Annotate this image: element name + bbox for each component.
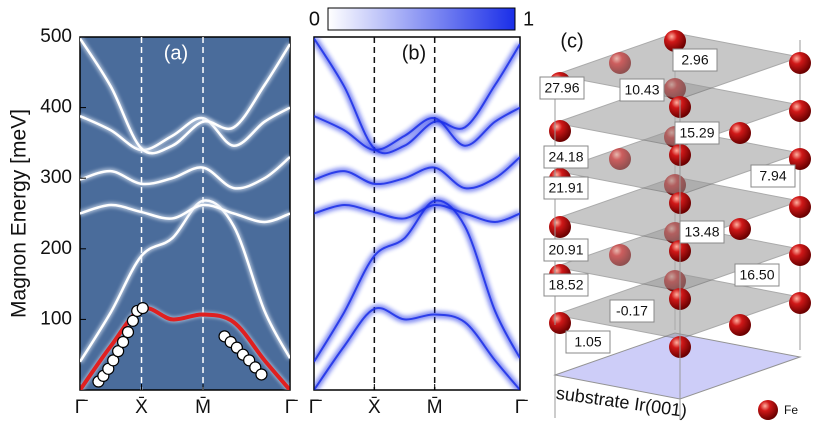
x-tick-label: M̄ — [195, 397, 211, 418]
coupling-box — [734, 263, 780, 287]
legend-label: Fe — [784, 403, 798, 417]
experimental-point — [126, 314, 139, 327]
experimental-point — [136, 302, 149, 315]
y-tick-label: 100 — [40, 308, 72, 329]
legend-atom — [758, 400, 778, 420]
coupling-label: 27.96 — [544, 80, 579, 96]
x-tick-label: X̄ — [368, 397, 381, 418]
coupling-box — [609, 299, 655, 323]
coupling-label: 24.18 — [548, 149, 583, 165]
coupling-box — [565, 330, 611, 354]
band — [314, 306, 520, 390]
fe-atom — [609, 244, 631, 266]
experimental-point — [116, 335, 130, 349]
x-tick-label: M̄ — [427, 397, 443, 418]
fe-atom — [729, 218, 751, 240]
y-tick-label: 200 — [40, 238, 72, 259]
fe-atom — [729, 122, 751, 144]
coupling-label: 15.29 — [679, 125, 714, 141]
coupling-box — [672, 48, 718, 72]
fe-atom — [549, 120, 571, 142]
band — [80, 203, 290, 224]
y-tick-label: 400 — [40, 97, 72, 118]
coupling-label: 10.43 — [624, 82, 659, 98]
x-tick-label: Γ̄ — [309, 397, 322, 418]
fe-atom — [789, 244, 811, 266]
experimental-point — [112, 345, 125, 358]
coupling-box — [750, 164, 796, 188]
coupling-label: 2.96 — [681, 52, 708, 68]
band — [80, 199, 290, 363]
coupling-box — [543, 176, 589, 200]
colorbar-tick-label: 1 — [523, 8, 534, 30]
coupling-box — [674, 121, 720, 145]
band — [314, 156, 520, 190]
coupling-box — [679, 220, 725, 244]
experimental-point — [255, 368, 268, 381]
fe-atom — [609, 148, 631, 170]
panel-b: Γ̄ X̄ M̄ Γ̄ (b) 0 1 — [309, 7, 534, 418]
x-tick-label: X̄ — [135, 397, 148, 418]
panel-label: (b) — [402, 42, 426, 64]
coupling-box — [543, 145, 589, 169]
y-axis-label: Magnon Energy [meV] — [8, 109, 31, 318]
coupling-label: 13.48 — [684, 224, 719, 240]
plot-content — [314, 37, 520, 390]
coupling-label: 1.05 — [574, 334, 601, 350]
fe-atom — [789, 196, 811, 218]
y-tick-label: 500 — [40, 26, 72, 47]
band — [80, 156, 290, 190]
coupling-box — [543, 273, 589, 297]
x-tick-label: Γ̄ — [75, 397, 88, 418]
fe-atom — [729, 314, 751, 336]
fe-atom — [549, 216, 571, 238]
substrate-plane — [553, 332, 802, 400]
experimental-point — [121, 326, 135, 339]
coupling-label: 16.50 — [739, 267, 774, 283]
plot-content — [80, 37, 290, 390]
coupling-label: 18.52 — [548, 277, 583, 293]
coupling-label: 21.91 — [548, 180, 583, 196]
coupling-box — [619, 78, 665, 102]
y-tick-label: 300 — [40, 167, 72, 188]
coupling-box — [543, 238, 589, 262]
coupling-label: 7.94 — [759, 168, 786, 184]
colorbar — [327, 7, 516, 31]
band — [314, 37, 520, 155]
panel-label: (c) — [560, 30, 583, 52]
x-tick-label: Γ̄ — [285, 397, 298, 418]
colorbar-tick-label: 0 — [309, 8, 320, 30]
fe-atom — [789, 52, 811, 74]
band — [314, 204, 520, 223]
fe-atom — [609, 52, 631, 74]
band — [80, 37, 290, 155]
panel-c: (c) 2.96 27.96 10.43 15.29 24.18 21.91 7.94 13.4… — [539, 30, 811, 421]
fe-atom — [789, 100, 811, 122]
panel-label: (a) — [164, 42, 188, 64]
panel-a: Γ̄ X̄ M̄ Γ̄ (a) 100 200 300 400 500 Magnon Energy … — [8, 26, 299, 418]
coupling-label: -0.17 — [616, 303, 648, 319]
band — [80, 106, 290, 152]
fe-atom — [664, 30, 686, 52]
band — [80, 305, 290, 390]
coupling-box — [539, 76, 585, 100]
fe-atom — [789, 292, 811, 314]
band — [314, 106, 520, 151]
experimental-point — [107, 354, 120, 367]
coupling-label: 20.91 — [548, 242, 583, 258]
x-tick-label: Γ̄ — [515, 397, 528, 418]
